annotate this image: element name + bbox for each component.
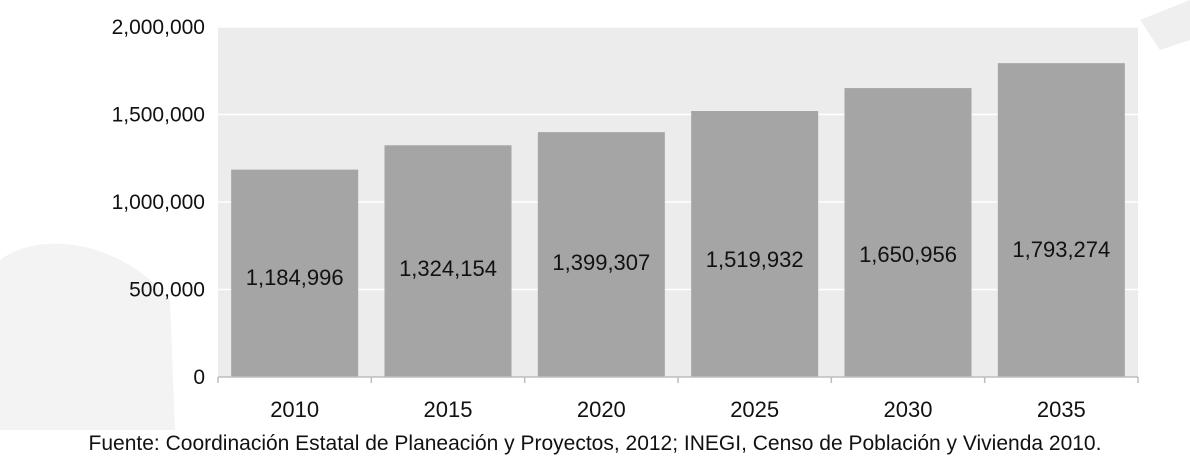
- x-tick-label-2030: 2030: [884, 397, 933, 422]
- x-tick-label-2020: 2020: [577, 397, 626, 422]
- y-tick-label-3: 1,500,000: [112, 104, 205, 127]
- y-tick-label-0: 0: [193, 366, 205, 389]
- data-label-2025: 1,519,932: [706, 247, 804, 272]
- x-tick-label-2015: 2015: [424, 397, 473, 422]
- bar-2025: [691, 111, 819, 377]
- bar-2035: [997, 63, 1125, 377]
- x-tick-label-2025: 2025: [730, 397, 779, 422]
- y-tick-label-4: 2,000,000: [112, 16, 205, 39]
- x-axis-ticks: 2010 2015 2020 2025 2030 2035: [270, 397, 1086, 422]
- gridlines: [218, 26, 1138, 291]
- bar-2030: [844, 88, 972, 377]
- data-label-2010: 1,184,996: [246, 265, 344, 290]
- data-label-2020: 1,399,307: [552, 250, 650, 275]
- bar-2010: [231, 169, 359, 377]
- bar-2020: [537, 132, 665, 377]
- bars: 1,184,996 1,324,154 1,399,307 1,519,932 1,65…: [231, 63, 1125, 377]
- data-label-2015: 1,324,154: [399, 256, 497, 281]
- data-label-2035: 1,793,274: [1012, 237, 1110, 262]
- watermark-mark-right: [1140, 0, 1190, 50]
- watermark-mark-left: [0, 243, 175, 430]
- y-tick-label-1: 500,000: [129, 279, 205, 302]
- bar-2015: [384, 145, 512, 377]
- x-tick-label-2035: 2035: [1037, 397, 1086, 422]
- bar-chart: 1,184,996 1,324,154 1,399,307 1,519,932 1,65…: [0, 0, 1190, 430]
- y-tick-label-2: 1,000,000: [112, 191, 205, 214]
- x-tick-label-2010: 2010: [270, 397, 319, 422]
- axes: [217, 376, 1139, 383]
- watermark-shapes: [0, 0, 1190, 430]
- y-axis-ticks: 0 500,000 1,000,000 1,500,000 2,000,000: [112, 16, 205, 389]
- source-note: Fuente: Coordinación Estatal de Planeaci…: [88, 432, 1102, 455]
- data-label-2030: 1,650,956: [859, 242, 957, 267]
